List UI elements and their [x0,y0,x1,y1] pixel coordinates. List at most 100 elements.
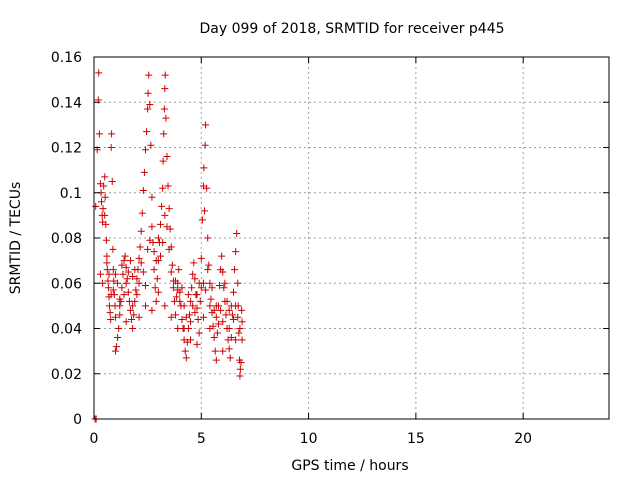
data-point [103,259,111,267]
x-tick-label: 20 [514,431,532,447]
data-point [115,325,123,332]
data-point [144,105,152,113]
data-point [193,291,201,299]
data-point [103,252,111,260]
data-point [131,297,139,305]
data-point [172,311,180,319]
data-point [108,130,116,138]
data-point [116,295,124,303]
y-tick-label: 0.14 [51,95,82,111]
data-point [213,329,221,337]
data-point [161,85,169,93]
data-point [231,266,239,274]
data-point [238,318,246,326]
data-point [98,198,106,206]
data-point [195,329,203,337]
data-point [206,325,214,332]
data-point [176,297,184,305]
data-point [212,302,220,310]
data-point [154,234,162,242]
data-point [163,153,171,161]
data-point [207,295,215,303]
data-point [227,334,235,342]
data-point [109,286,117,294]
data-point [148,306,156,314]
data-point [153,275,161,283]
data-point [126,306,134,314]
data-point [146,101,154,109]
data-point [167,313,175,321]
data-point [121,252,129,260]
data-point [108,177,116,185]
data-point [236,372,244,380]
data-point [222,311,230,319]
data-point [219,347,227,355]
data-point [187,318,195,326]
data-point [159,184,167,192]
plot-frame [93,56,610,420]
data-point [161,211,169,219]
y-tick-labels: 0 0.02 0.04 0.06 0.08 0.1 0.12 0.14 0.16 [51,50,82,428]
data-point [111,270,119,278]
data-point [113,343,121,351]
data-point [210,334,218,342]
data-point [139,186,147,194]
data-point [152,257,160,265]
data-point [199,279,207,287]
data-point [119,270,127,278]
data-point [154,288,162,296]
data-point [193,304,201,312]
data-point [226,354,234,362]
data-point [236,365,244,373]
data-point [107,144,115,151]
data-point [102,236,110,244]
data-point [95,69,103,77]
data-point [116,302,124,310]
data-point [128,315,136,323]
data-point [191,309,199,317]
data-point [157,220,165,228]
data-point [228,311,236,319]
data-point [101,173,109,181]
data-point [229,315,237,323]
data-point [159,157,167,165]
x-tick-labels: 0 5 10 15 20 [90,431,533,447]
data-point [181,347,189,355]
data-point [233,229,241,237]
data-point [229,288,237,296]
data-point [130,311,138,319]
x-tick-label: 5 [197,431,206,447]
data-point [217,306,225,314]
data-point [191,275,199,283]
data-point [103,266,111,274]
data-point [199,313,207,321]
data-point [118,261,126,269]
data-point [161,302,169,310]
data-point [100,182,108,190]
data-point [175,266,183,274]
data-point [107,315,115,323]
data-point [219,318,227,326]
data-point [143,128,151,136]
data-point [150,266,158,274]
data-point [184,291,192,299]
data-point [122,263,130,271]
data-point [204,234,212,242]
data-point [203,184,211,192]
y-tick-label: 0.02 [51,367,82,383]
data-point [123,275,131,283]
data-point [232,248,240,256]
data-point [193,340,201,348]
data-point [160,130,168,138]
data-point [150,248,158,256]
data-point [135,254,143,262]
data-point [129,325,137,332]
data-point [148,193,156,201]
data-point [114,279,122,287]
data-point [178,315,186,323]
data-point [204,266,212,274]
data-point [144,245,152,253]
data-point [208,284,216,292]
data-point [142,146,149,154]
y-tick-label: 0.16 [51,50,82,66]
